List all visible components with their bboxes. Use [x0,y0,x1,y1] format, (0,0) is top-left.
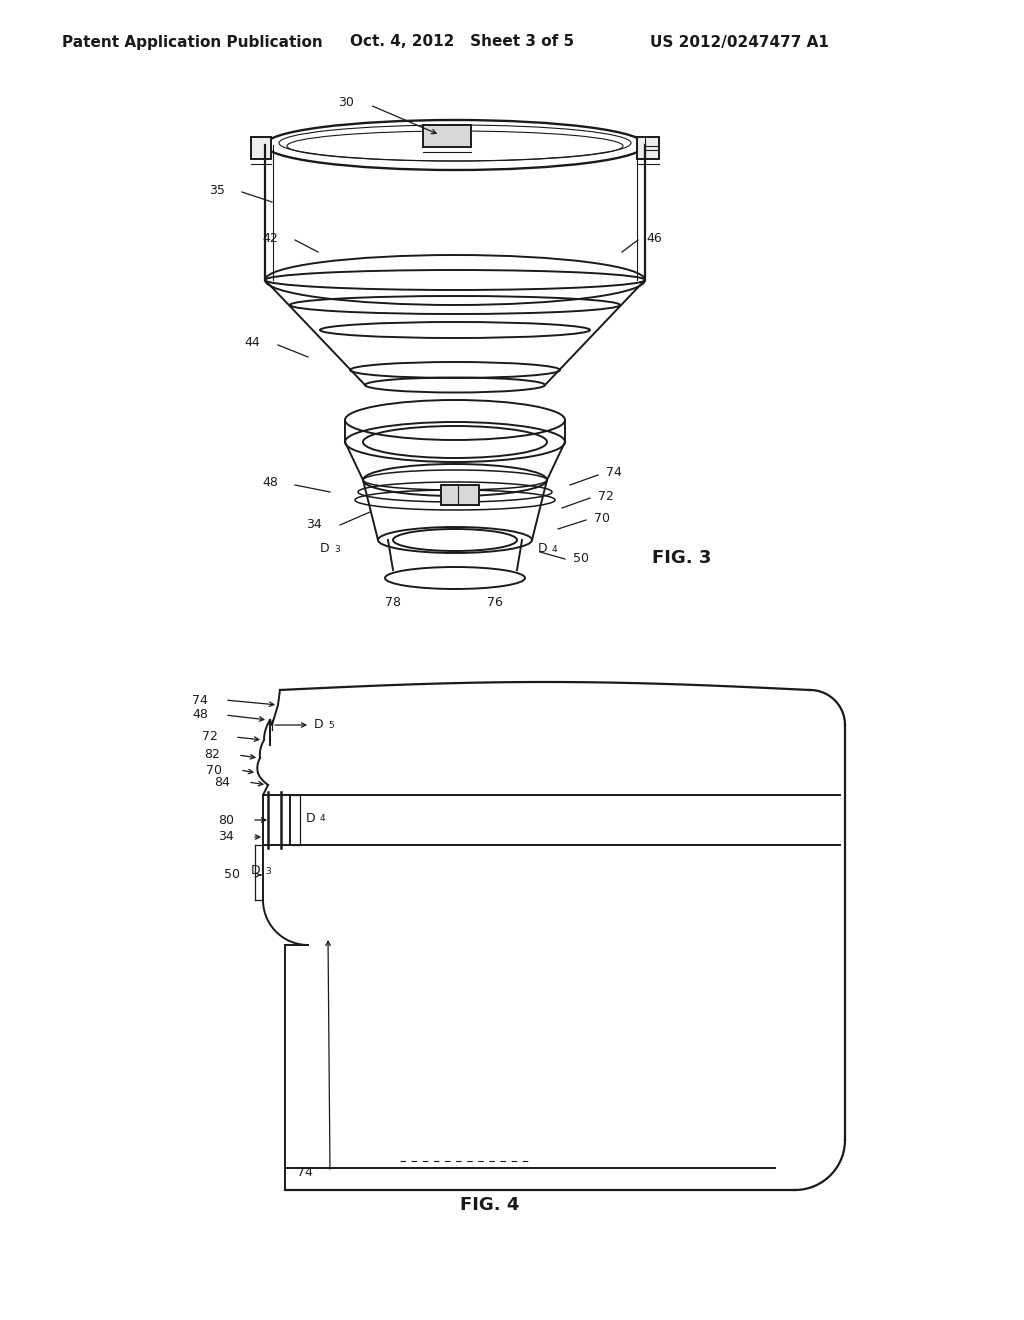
Text: Oct. 4, 2012   Sheet 3 of 5: Oct. 4, 2012 Sheet 3 of 5 [350,34,574,49]
Text: 72: 72 [202,730,218,743]
Text: 50: 50 [224,869,240,882]
Text: 72: 72 [598,490,613,503]
Text: 46: 46 [646,231,662,244]
Text: 44: 44 [245,337,260,350]
Text: 70: 70 [206,763,222,776]
Bar [251,137,271,158]
Text: 42: 42 [262,231,278,244]
Text: 76: 76 [487,595,503,609]
Text: 74: 74 [193,693,208,706]
Text: Patent Application Publication: Patent Application Publication [62,34,323,49]
Text: 84: 84 [214,776,230,788]
Text: 4: 4 [319,814,326,822]
Text: 74: 74 [606,466,622,479]
Text: 35: 35 [209,183,225,197]
Bar [423,125,471,147]
Text: D: D [319,543,330,556]
Bar [441,484,479,506]
Text: 74: 74 [297,1166,313,1179]
Text: 30: 30 [338,95,354,108]
Text: 34: 34 [218,830,234,843]
Text: D: D [251,865,261,878]
Text: 82: 82 [204,748,220,762]
Text: 80: 80 [218,813,234,826]
Text: 48: 48 [262,477,278,490]
Text: 3: 3 [334,545,340,554]
Text: 78: 78 [385,595,401,609]
Text: 70: 70 [594,512,610,525]
Text: 5: 5 [328,721,334,730]
Text: 3: 3 [265,867,270,876]
Bar [637,137,659,158]
Text: 4: 4 [552,545,558,554]
Text: D: D [306,812,315,825]
Text: US 2012/0247477 A1: US 2012/0247477 A1 [650,34,828,49]
Text: 48: 48 [193,709,208,722]
Text: D: D [538,543,548,556]
Text: 34: 34 [306,519,322,532]
Text: 50: 50 [573,553,589,565]
Text: FIG. 3: FIG. 3 [652,549,712,568]
Text: FIG. 4: FIG. 4 [460,1196,519,1214]
Text: D: D [314,718,324,731]
